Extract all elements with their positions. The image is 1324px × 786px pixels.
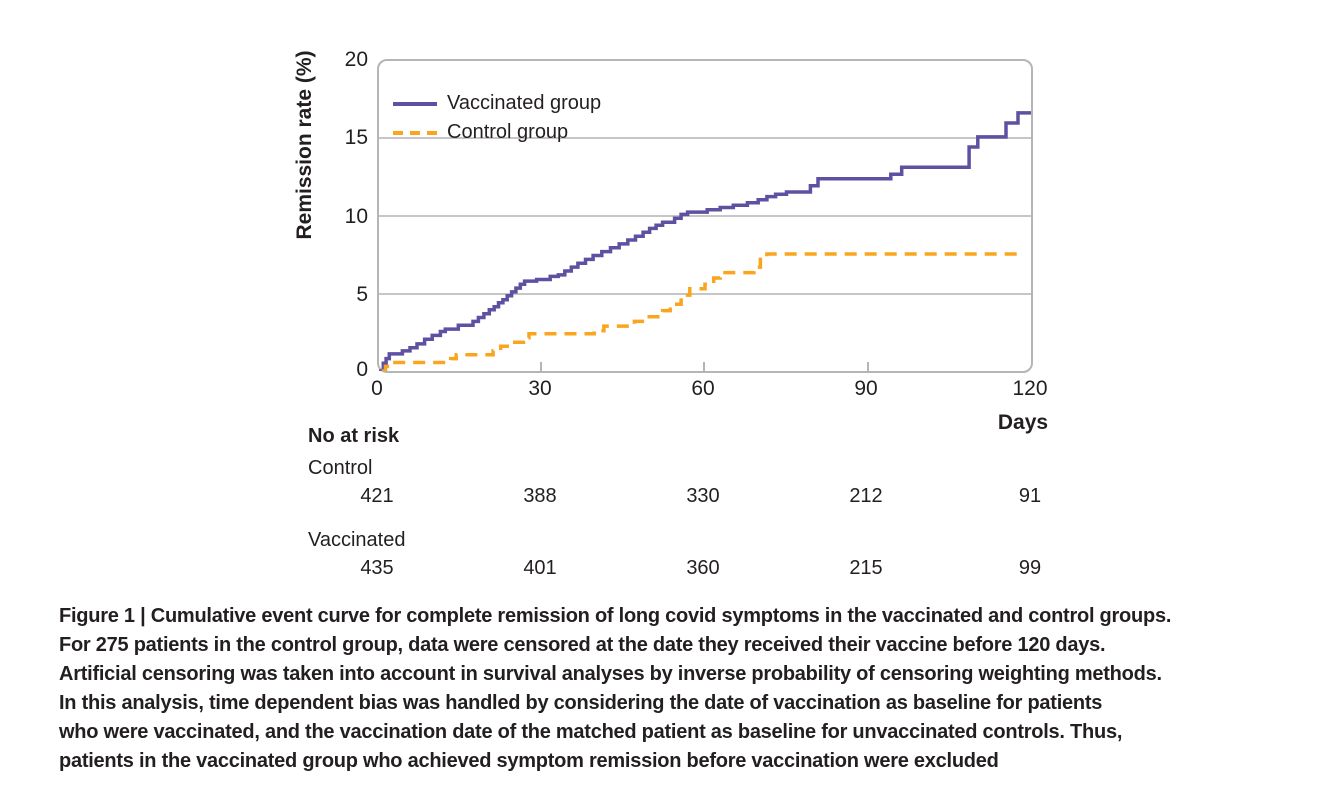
risk-value: 388 <box>523 485 557 507</box>
caption-line: who were vaccinated, and the vaccination… <box>59 721 1123 743</box>
legend: Vaccinated group Control group <box>393 89 601 147</box>
x-tick-label: 0 <box>371 377 383 400</box>
risk-value: 330 <box>686 485 720 507</box>
gridline-5 <box>379 293 1031 295</box>
x-tick-label: 30 <box>528 377 552 400</box>
figure-caption: Figure 1 | Cumulative event curve for co… <box>59 602 1171 776</box>
plot-area: Vaccinated group Control group <box>377 59 1033 373</box>
risk-value: 212 <box>849 485 883 507</box>
x-tick-label: 120 <box>1012 377 1048 400</box>
risk-value: 91 <box>1018 485 1042 507</box>
risk-table-header: No at risk <box>308 425 400 447</box>
caption-line: Artificial censoring was taken into acco… <box>59 663 1162 685</box>
legend-label-control: Control group <box>447 121 569 143</box>
y-tick-label: 10 <box>344 205 368 228</box>
risk-value: 215 <box>849 557 883 579</box>
risk-value: 421 <box>360 485 394 507</box>
y-tick-label: 0 <box>356 358 368 381</box>
x-tickmark-60 <box>703 362 705 371</box>
x-tickmark-30 <box>540 362 542 371</box>
caption-line: For 275 patients in the control group, d… <box>59 634 1106 656</box>
x-tickmark-90 <box>867 362 869 371</box>
caption-line: In this analysis, time dependent bias wa… <box>59 692 1103 714</box>
y-tick-label: 20 <box>344 48 368 71</box>
risk-row-label-vaccinated: Vaccinated <box>308 529 406 551</box>
x-tick-label: 60 <box>691 377 715 400</box>
caption-line: Figure 1 | Cumulative event curve for co… <box>59 605 1172 627</box>
control-line-icon <box>393 130 437 135</box>
legend-item-control: Control group <box>393 118 601 147</box>
survival-curves <box>379 111 1031 371</box>
caption-line: patients in the vaccinated group who ach… <box>59 750 999 772</box>
gridline-10 <box>379 215 1031 217</box>
gridline-15 <box>379 137 1031 139</box>
risk-value: 401 <box>523 557 557 579</box>
risk-value: 435 <box>360 557 394 579</box>
y-tick-label: 15 <box>344 126 368 149</box>
y-tick-label: 5 <box>356 283 368 306</box>
vaccinated-line-icon <box>393 101 437 106</box>
x-tick-label: 90 <box>854 377 878 400</box>
legend-label-vaccinated: Vaccinated group <box>447 92 602 114</box>
x-axis-label: Days <box>997 411 1049 434</box>
risk-value: 99 <box>1018 557 1042 579</box>
risk-value: 360 <box>686 557 720 579</box>
risk-row-label-control: Control <box>308 457 373 479</box>
legend-item-vaccinated: Vaccinated group <box>393 89 601 118</box>
